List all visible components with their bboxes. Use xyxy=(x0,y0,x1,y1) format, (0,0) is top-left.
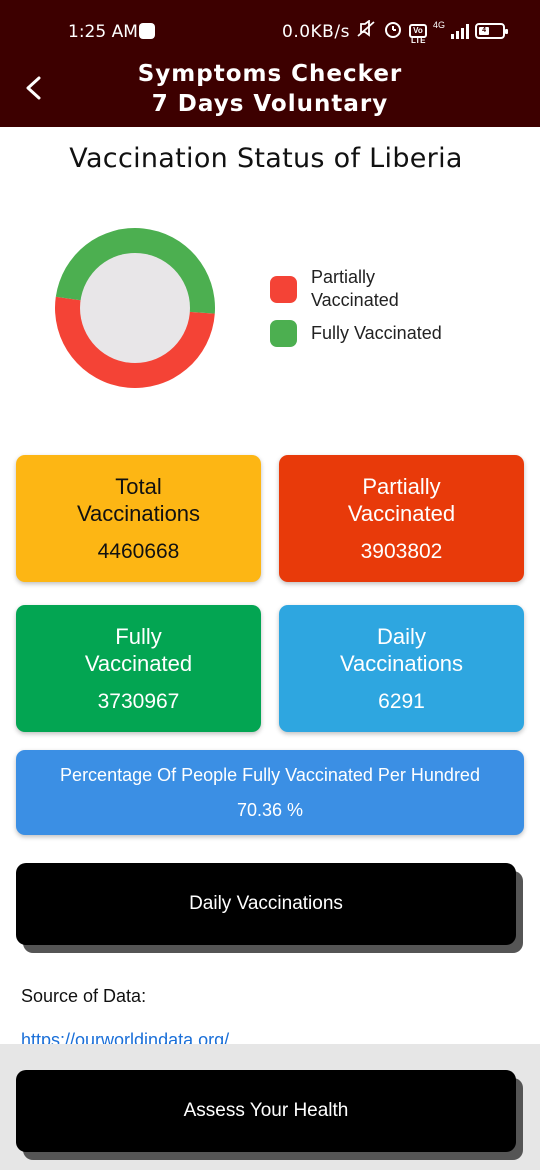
mute-icon xyxy=(355,19,377,42)
card-title-partially: Partially Vaccinated xyxy=(347,474,456,526)
header-background: 1:25 AM 0.0KB/s Vo LTE 4G 4 Symptoms Che… xyxy=(0,0,540,127)
app-bar: Symptoms Checker 7 Days Voluntary xyxy=(0,56,540,127)
total-vaccinations-card: Total Vaccinations 4460668 xyxy=(16,455,261,582)
battery-level: 4 xyxy=(479,27,490,35)
alarm-icon xyxy=(383,19,403,43)
legend-item-fully: Fully Vaccinated xyxy=(270,320,510,347)
notification-icon xyxy=(139,23,155,39)
legend-label-partially: Partially Vaccinated xyxy=(311,267,399,310)
daily-vaccinations-button[interactable]: Daily Vaccinations xyxy=(16,863,516,945)
status-bar: 1:25 AM 0.0KB/s Vo LTE 4G 4 xyxy=(0,0,540,56)
network-type: 4G xyxy=(433,19,446,30)
legend-label-fully: Fully Vaccinated xyxy=(311,323,442,343)
battery-icon: 4 xyxy=(475,23,509,39)
donut-hole xyxy=(80,253,190,363)
network-speed: 0.0KB/s xyxy=(282,22,350,42)
card-title-fully: Fully Vaccinated xyxy=(84,624,193,676)
chart-legend: Partially Vaccinated Fully Vaccinated xyxy=(270,266,510,355)
signal-icon xyxy=(451,23,470,39)
page-title: Vaccination Status of Liberia xyxy=(69,143,463,174)
card-value-daily: 6291 xyxy=(378,690,425,713)
status-icons: Vo LTE 4G 4 xyxy=(355,19,509,45)
legend-swatch-partially xyxy=(270,275,297,303)
card-title-daily: Daily Vaccinations xyxy=(339,624,464,676)
volte-icon: Vo LTE xyxy=(409,24,427,45)
back-button[interactable] xyxy=(14,68,54,108)
card-value-fully: 3730967 xyxy=(97,690,180,713)
source-label: Source of Data: xyxy=(21,986,147,1006)
app-title-line2: 7 Days Voluntary xyxy=(151,91,389,117)
vaccination-donut-chart xyxy=(55,228,215,388)
percentage-fully-vaccinated-card: Percentage Of People Fully Vaccinated Pe… xyxy=(16,750,524,835)
assess-health-button[interactable]: Assess Your Health xyxy=(16,1070,516,1152)
daily-vaccinations-card: Daily Vaccinations 6291 xyxy=(279,605,524,732)
arrow-back-icon xyxy=(26,76,41,100)
percentage-card-value: 70.36 % xyxy=(236,800,304,820)
legend-swatch-fully xyxy=(270,320,297,347)
card-value-partially: 3903802 xyxy=(360,540,443,563)
card-title-total: Total Vaccinations xyxy=(76,474,201,526)
percentage-card-title: Percentage Of People Fully Vaccinated Pe… xyxy=(60,765,480,785)
partially-vaccinated-card: Partially Vaccinated 3903802 xyxy=(279,455,524,582)
legend-item-partially: Partially Vaccinated xyxy=(270,266,510,312)
app-title-line1: Symptoms Checker xyxy=(137,61,403,87)
status-time: 1:25 AM xyxy=(68,22,138,42)
fully-vaccinated-card: Fully Vaccinated 3730967 xyxy=(16,605,261,732)
card-value-total: 4460668 xyxy=(97,540,180,563)
